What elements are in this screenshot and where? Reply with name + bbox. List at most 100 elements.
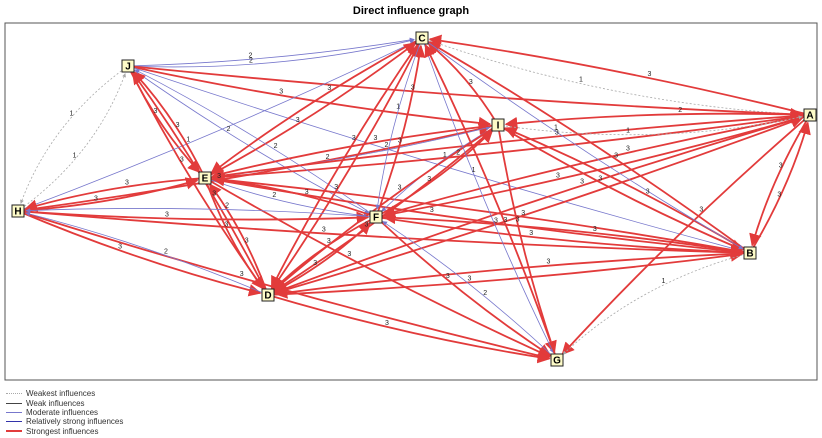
legend: Weakest influences Weak influences Moderat… bbox=[6, 389, 123, 436]
edge-label-J-C: 2 bbox=[249, 52, 253, 59]
node-F[interactable]: F bbox=[369, 210, 383, 224]
legend-item-5: Strongest influences bbox=[6, 427, 123, 436]
edge-label-G-C: 3 bbox=[503, 217, 507, 224]
edge-label-A-F: 3 bbox=[626, 146, 630, 153]
legend-swatch-1 bbox=[6, 393, 22, 395]
node-label-C: C bbox=[418, 34, 425, 45]
edge-H-I bbox=[17, 123, 492, 212]
node-I[interactable]: I bbox=[491, 118, 505, 132]
edge-label-H-E: 3 bbox=[94, 195, 98, 202]
edge-A-F bbox=[382, 114, 811, 218]
edge-C-D bbox=[270, 37, 423, 290]
edge-J-F bbox=[127, 65, 370, 214]
legend-item-2: Weak influences bbox=[6, 398, 123, 408]
edge-I-C bbox=[427, 42, 499, 126]
node-box-I bbox=[491, 118, 505, 132]
edge-label-A-C: 3 bbox=[647, 71, 651, 78]
edge-label-I-B: 3 bbox=[598, 176, 602, 183]
legend-item-1: Weakest influences bbox=[6, 389, 123, 398]
edge-J-H bbox=[20, 65, 129, 204]
edge-E-H bbox=[24, 177, 206, 212]
edge-C-A bbox=[421, 37, 803, 117]
edge-label-F-B: 3 bbox=[529, 230, 533, 237]
edge-label-D-A: 3 bbox=[494, 218, 498, 225]
edge-label-G-F: 2 bbox=[483, 290, 487, 297]
edge-label-H-C: 1 bbox=[186, 136, 190, 143]
edge-D-E bbox=[209, 183, 269, 296]
node-label-I: I bbox=[497, 121, 500, 132]
edge-C-G bbox=[421, 37, 554, 354]
edge-label-I-C: 3 bbox=[469, 79, 473, 86]
edge-label-C-D: 3 bbox=[352, 135, 356, 142]
edge-label-F-J: 2 bbox=[274, 143, 278, 150]
edge-B-A bbox=[749, 121, 811, 254]
edge-label-E-F: 2 bbox=[272, 192, 276, 199]
edge-E-A bbox=[204, 111, 804, 179]
edge-label-E-A: 2 bbox=[456, 150, 460, 157]
edge-label-E-H: 3 bbox=[125, 180, 129, 187]
edge-label-C-G: 1 bbox=[472, 167, 476, 174]
edge-label-D-B: 3 bbox=[468, 275, 472, 282]
node-G[interactable]: G bbox=[550, 353, 564, 367]
edge-E-G bbox=[204, 177, 551, 358]
edge-label-E-I: 2 bbox=[326, 154, 330, 161]
edge-H-J bbox=[17, 73, 126, 212]
edge-label-H-I: 3 bbox=[217, 173, 221, 180]
node-box-A bbox=[803, 108, 817, 122]
plot-frame bbox=[4, 22, 818, 381]
edge-D-B bbox=[267, 249, 744, 296]
edge-B-G bbox=[562, 252, 751, 355]
edge-label-A-I: 2 bbox=[678, 107, 682, 114]
edge-B-F bbox=[382, 211, 751, 254]
edge-label-J-A: 3 bbox=[411, 84, 415, 91]
edge-A-E bbox=[211, 114, 811, 182]
edge-label-I-F: 1 bbox=[443, 152, 447, 159]
edge-label-A-G: 3 bbox=[699, 206, 703, 213]
legend-label: Moderate influences bbox=[26, 407, 99, 417]
edge-label-B-A: 3 bbox=[777, 191, 781, 198]
edge-label-D-E: 3 bbox=[245, 238, 249, 245]
edge-B-D bbox=[274, 252, 751, 299]
legend-item-3: Moderate influences bbox=[6, 408, 123, 417]
edge-label-F-H: 2 bbox=[225, 203, 229, 210]
edge-F-H bbox=[25, 208, 377, 218]
edge-D-A bbox=[267, 115, 804, 296]
node-C[interactable]: C bbox=[415, 31, 429, 45]
edge-label-B-E: 3 bbox=[521, 210, 525, 217]
node-box-B bbox=[743, 246, 757, 260]
node-box-E bbox=[198, 171, 212, 185]
edge-F-E bbox=[211, 173, 377, 218]
edge-J-A bbox=[127, 65, 804, 121]
legend-label: Weak influences bbox=[26, 398, 85, 408]
legend-swatch-3 bbox=[6, 411, 22, 413]
edge-I-A bbox=[497, 115, 803, 136]
edge-H-D bbox=[17, 210, 262, 297]
node-A[interactable]: A bbox=[803, 108, 817, 122]
edge-label-A-D: 3 bbox=[580, 179, 584, 186]
edge-D-H bbox=[25, 211, 269, 296]
node-box-H bbox=[11, 204, 25, 218]
edge-label-C-A: 1 bbox=[579, 77, 583, 84]
edge-F-G bbox=[375, 216, 552, 357]
edge-label-E-J: 3 bbox=[176, 122, 180, 129]
node-D[interactable]: D bbox=[261, 288, 275, 302]
edge-label-E-G: 3 bbox=[347, 251, 351, 258]
edge-B-E bbox=[211, 173, 751, 254]
edge-label-A-B: 3 bbox=[779, 163, 783, 170]
node-H[interactable]: H bbox=[11, 204, 25, 218]
edge-I-G bbox=[497, 124, 557, 354]
edge-label-B-F: 3 bbox=[593, 226, 597, 233]
node-E[interactable]: E bbox=[198, 171, 212, 185]
node-B[interactable]: B bbox=[743, 246, 757, 260]
edge-A-G bbox=[561, 114, 811, 356]
legend-label: Strongest influences bbox=[26, 426, 99, 436]
legend-swatch-4 bbox=[6, 421, 22, 423]
edge-label-B-I: 3 bbox=[646, 188, 650, 195]
edge-label-H-G: 3 bbox=[240, 271, 244, 278]
edge-A-I bbox=[504, 112, 811, 130]
node-J[interactable]: J bbox=[121, 59, 135, 73]
edge-label-J-I: 3 bbox=[279, 88, 283, 95]
edge-C-E bbox=[210, 37, 423, 174]
edge-label-E-C: 3 bbox=[296, 117, 300, 124]
